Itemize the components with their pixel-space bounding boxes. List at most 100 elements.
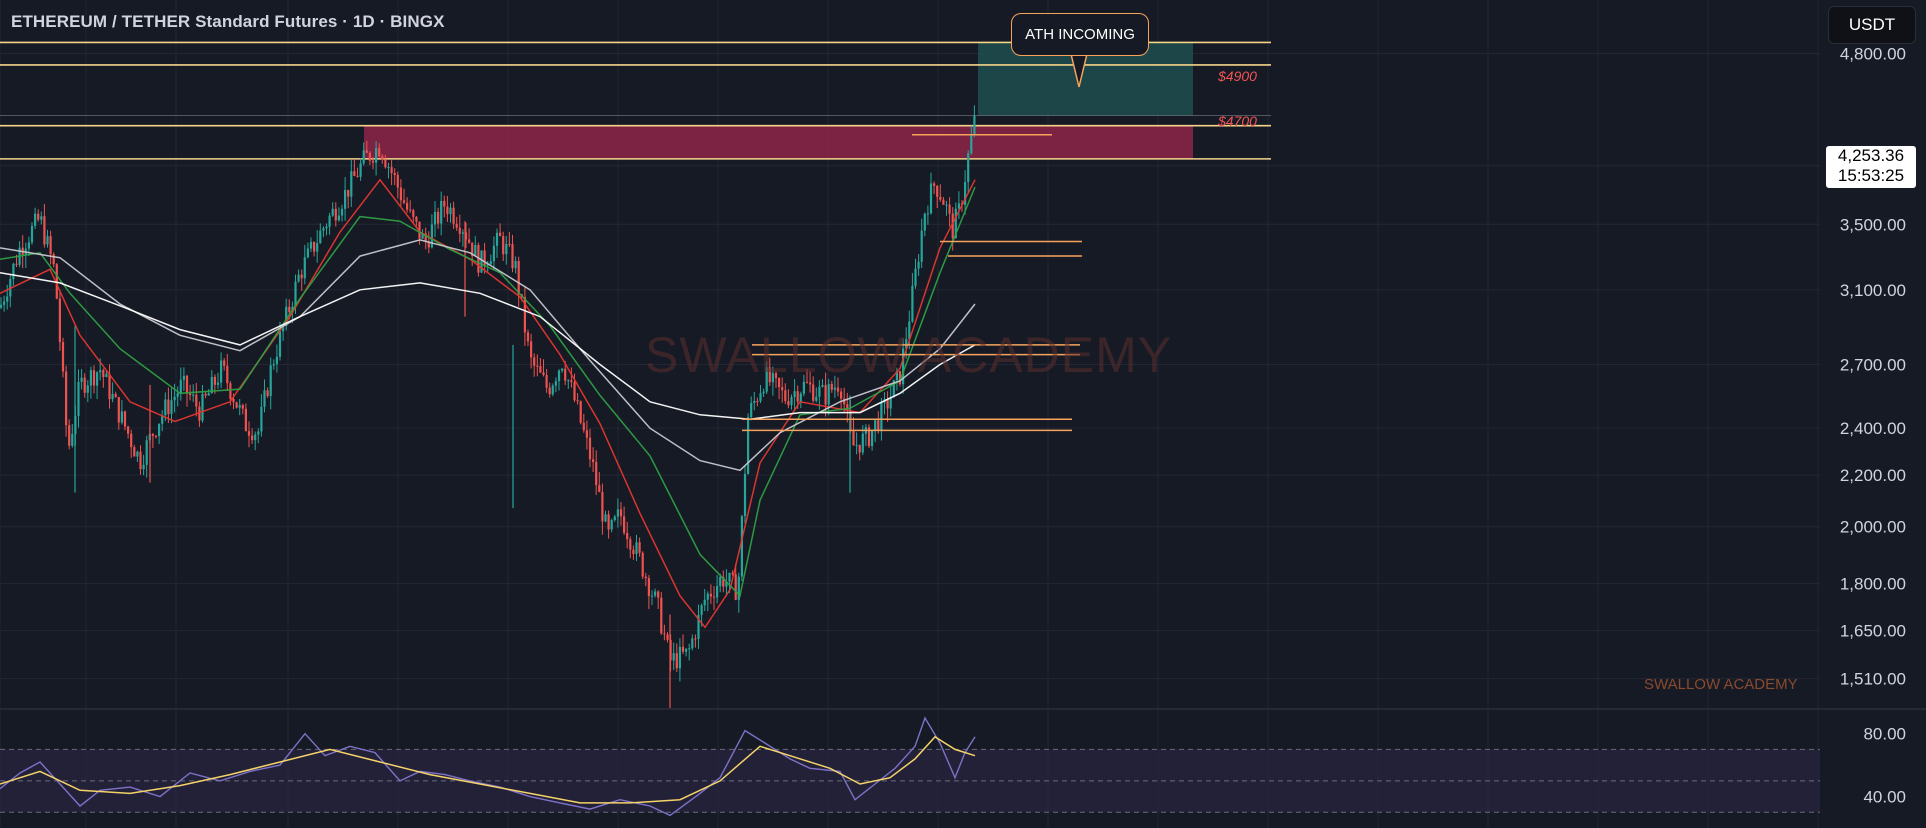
candle-78 <box>241 403 244 415</box>
candle-132 <box>409 200 412 213</box>
candle-287 <box>889 384 892 417</box>
candle-body-283 <box>877 420 880 431</box>
candle-body-173 <box>536 365 539 367</box>
candle-269 <box>833 375 836 399</box>
candle-body-114 <box>353 171 356 176</box>
candle-body-126 <box>390 167 393 173</box>
candle-45 <box>139 445 142 475</box>
candle-25 <box>77 369 80 428</box>
candle-body-26 <box>80 377 83 382</box>
candle-body-194 <box>601 492 604 522</box>
candle-180 <box>557 369 561 391</box>
moving-average-1 <box>0 186 976 598</box>
candle-79 <box>244 403 247 432</box>
candle-84 <box>260 394 263 437</box>
candle-body-183 <box>567 380 570 382</box>
candle-body-140 <box>433 211 437 225</box>
candle-213 <box>660 592 663 635</box>
candle-body-195 <box>604 514 607 522</box>
candle-145 <box>449 203 452 223</box>
candle-116 <box>359 158 362 181</box>
candle-body-249 <box>771 373 774 383</box>
candle-300 <box>929 172 933 215</box>
candle-104 <box>322 226 325 238</box>
candle-285 <box>883 392 886 415</box>
candle-body-45 <box>139 451 142 470</box>
candle-189 <box>585 420 588 450</box>
candle-body-119 <box>368 152 371 161</box>
candle-247 <box>765 361 768 395</box>
candle-body-171 <box>530 341 533 358</box>
candle-119 <box>368 151 371 166</box>
candle-body-307 <box>951 213 954 239</box>
candle-body-139 <box>430 224 433 248</box>
candle-body-22 <box>68 425 71 446</box>
candlestick-series <box>0 105 976 708</box>
candle-54 <box>167 387 170 424</box>
candle-126 <box>390 160 393 186</box>
candle-body-67 <box>207 393 210 396</box>
candle-body-17 <box>52 254 55 265</box>
candle-body-296 <box>917 261 920 269</box>
candle-314 <box>973 105 976 138</box>
candle-186 <box>576 393 579 405</box>
candle-body-304 <box>942 199 945 205</box>
candle-body-211 <box>654 591 657 596</box>
y-tick-label-9: 1,650.00 <box>1840 622 1906 641</box>
candle-body-161 <box>499 232 502 237</box>
candle-225 <box>697 604 700 649</box>
candle-223 <box>691 634 694 651</box>
candle-body-124 <box>384 159 387 168</box>
candle-155 <box>480 250 483 273</box>
candle-body-46 <box>142 464 145 470</box>
candle-body-61 <box>189 393 192 396</box>
candle-body-36 <box>111 393 114 400</box>
candle-body-239 <box>740 516 743 577</box>
candle-71 <box>220 352 223 389</box>
candle-body-184 <box>570 380 573 383</box>
candle-body-277 <box>858 444 861 453</box>
candle-114 <box>353 158 356 177</box>
chart-title: ETHEREUM / TETHER Standard Futures · 1D … <box>11 12 445 31</box>
candle-body-59 <box>182 375 185 380</box>
candle-276 <box>855 432 858 455</box>
current-price-label: 4,253.36 15:53:25 <box>1826 146 1916 188</box>
candle-63 <box>195 382 198 417</box>
candle-160 <box>495 228 499 258</box>
candle-163 <box>505 236 508 265</box>
candle-body-76 <box>235 402 238 408</box>
candle-body-231 <box>716 586 719 598</box>
candle-297 <box>920 218 923 269</box>
level-label-4900: $4900 <box>1218 68 1257 84</box>
candle-body-43 <box>133 447 136 457</box>
candle-body-157 <box>486 264 489 266</box>
candle-body-269 <box>833 387 836 390</box>
candle-body-57 <box>176 393 179 397</box>
y-tick-label-4: 2,700.00 <box>1840 356 1906 375</box>
price-axis[interactable]: 4,800.003,900.003,500.003,100.002,700.00… <box>1840 45 1906 689</box>
candle-200 <box>619 502 623 526</box>
candle-body-234 <box>725 581 728 587</box>
candle-body-21 <box>65 371 68 426</box>
candle-209 <box>647 575 650 610</box>
candle-body-11 <box>34 213 37 226</box>
candle-body-35 <box>108 373 111 400</box>
candle-body-80 <box>247 431 251 436</box>
candle-body-118 <box>365 150 368 153</box>
candle-body-66 <box>204 393 207 396</box>
candle-body-37 <box>114 393 117 398</box>
candle-40 <box>123 410 127 431</box>
candle-body-250 <box>774 373 778 379</box>
candle-body-291 <box>902 348 905 385</box>
candle-259 <box>802 374 805 397</box>
candle-body-208 <box>644 576 647 579</box>
candle-body-87 <box>269 365 272 397</box>
rsi-tick-label-0: 80.00 <box>1863 725 1906 744</box>
candle-body-185 <box>573 382 576 401</box>
candle-body-99 <box>306 248 309 258</box>
candle-16 <box>49 230 52 265</box>
watermark-center: SWALLOW ACADEMY <box>645 327 1173 383</box>
candle-22 <box>68 419 71 450</box>
currency-button[interactable]: USDT <box>1828 6 1916 44</box>
